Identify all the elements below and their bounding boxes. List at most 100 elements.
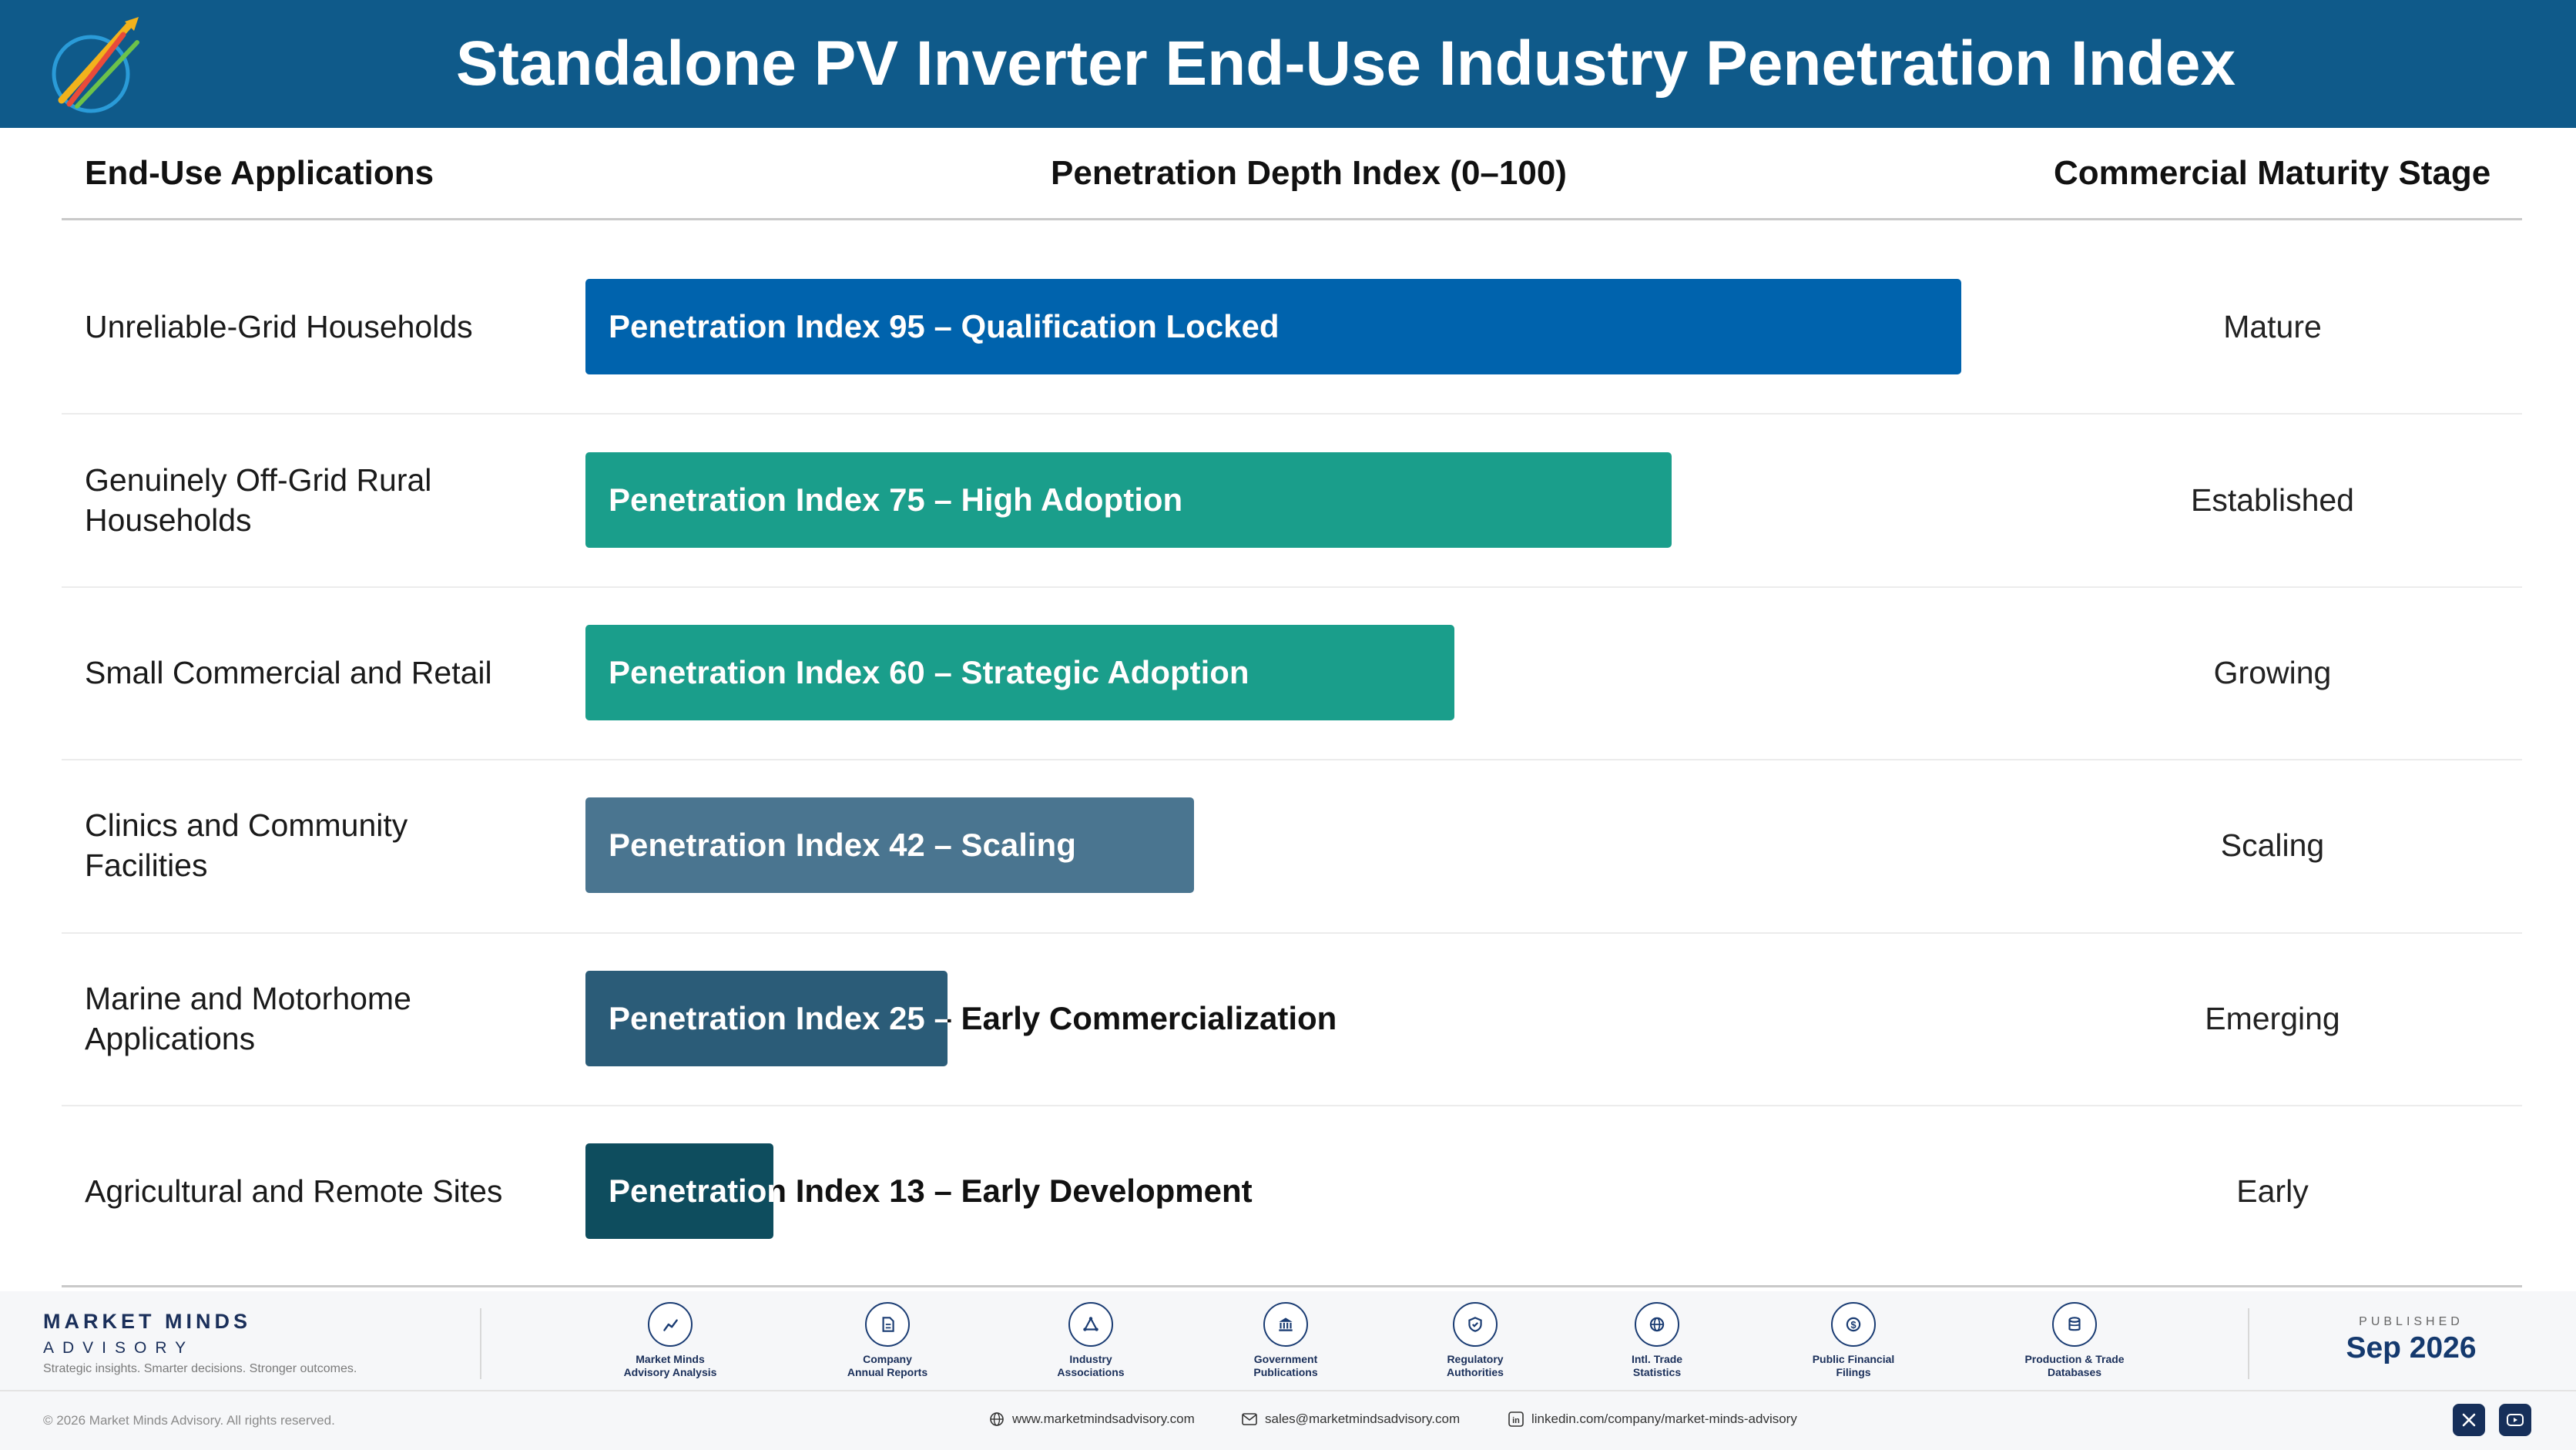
maturity-stage: Emerging — [2205, 1000, 2340, 1036]
row-divider — [62, 413, 2522, 415]
source-label-line1: Industry — [1069, 1353, 1112, 1365]
header-bar: Standalone PV Inverter End-Use Industry … — [0, 0, 2576, 128]
bar-label-clip: Penetration Index 42 – Scaling — [585, 797, 1194, 893]
source-label: Production & Trade Databases — [1997, 1353, 2152, 1379]
header-divider — [62, 218, 2522, 220]
application-label: Small Commercial and Retail — [85, 655, 492, 690]
brand-sub: ADVISORY — [43, 1339, 195, 1357]
maturity-stage: Early — [2236, 1173, 2309, 1210]
source-item: Market Minds Advisory Analysis — [593, 1302, 747, 1379]
maturity-stage: Established — [2191, 482, 2354, 518]
government-building-icon — [1263, 1302, 1308, 1347]
application-label: Unreliable-Grid Households — [85, 309, 473, 345]
penetration-bar — [585, 279, 1961, 375]
row-divider — [62, 1105, 2522, 1106]
row-divider — [62, 586, 2522, 588]
database-icon — [2052, 1302, 2097, 1347]
linkedin-link[interactable]: in linkedin.com/company/market-minds-adv… — [1508, 1411, 1797, 1427]
source-label: Company Annual Reports — [810, 1353, 964, 1379]
footer-divider-right — [2248, 1308, 2249, 1379]
source-label-line2: Associations — [1057, 1366, 1125, 1378]
source-item: Intl. Trade Statistics — [1580, 1302, 1734, 1379]
col-header-index: Penetration Depth Index (0–100) — [1051, 154, 1567, 192]
source-item: Industry Associations — [1014, 1302, 1168, 1379]
application-label: Agricultural and Remote Sites — [85, 1173, 503, 1210]
bar-label-clip: Penetration Index 60 – Strategic Adoptio… — [585, 625, 1454, 720]
source-label: Regulatory Authorities — [1398, 1353, 1552, 1379]
maturity-stage: Mature — [2223, 309, 2322, 345]
source-label-line1: Market Minds — [636, 1353, 705, 1365]
penetration-bar — [585, 970, 948, 1066]
copyright: © 2026 Market Minds Advisory. All rights… — [43, 1413, 335, 1428]
penetration-bar — [585, 1143, 774, 1240]
footer-divider-left — [480, 1308, 481, 1379]
source-label: Market Minds Advisory Analysis — [593, 1353, 747, 1379]
page-title: Standalone PV Inverter End-Use Industry … — [455, 29, 2236, 99]
bar-label-inside: Penetration Index 60 – Strategic Adoptio… — [609, 654, 1249, 690]
bar-label-inside: Penetration Index 75 – High Adoption — [609, 481, 1183, 518]
maturity-stage: Scaling — [2220, 827, 2325, 864]
source-label-line2: Authorities — [1447, 1366, 1504, 1378]
dollar-coin-icon: $ — [1831, 1302, 1876, 1347]
market-minds-logo-icon — [52, 17, 139, 113]
email-text: sales@marketmindsadvisory.com — [1265, 1411, 1461, 1426]
source-label: Government Publications — [1209, 1353, 1363, 1379]
source-item: Government Publications — [1209, 1302, 1363, 1379]
bar-label-inside: Penetration Index 13 – Early Development — [609, 1173, 774, 1210]
bar-label: Penetration Index 13 – Early Development — [609, 1173, 1253, 1210]
bar-label: Penetration Index 95 – Qualification Loc… — [609, 308, 1280, 345]
penetration-bar — [585, 451, 1672, 548]
website-link[interactable]: www.marketmindsadvisory.com — [989, 1411, 1195, 1427]
source-item: $ Public Financial Filings — [1776, 1302, 1930, 1379]
published-date: Sep 2026 — [2346, 1331, 2477, 1364]
x-social-button[interactable] — [2453, 1404, 2485, 1436]
row-divider — [62, 931, 2522, 934]
globe-icon — [990, 1412, 1004, 1426]
document-icon — [865, 1302, 910, 1347]
svg-text:$: $ — [1850, 1319, 1857, 1331]
source-label-line2: Annual Reports — [847, 1366, 928, 1378]
source-label-line2: Filings — [1836, 1366, 1871, 1378]
source-label: Intl. Trade Statistics — [1580, 1353, 1734, 1379]
mail-icon — [1242, 1413, 1257, 1425]
bar-label-clip: Penetration Index 25 – Early Commerciali… — [585, 971, 948, 1066]
source-label-line1: Public Financial — [1812, 1353, 1895, 1365]
source-label: Industry Associations — [1014, 1353, 1168, 1379]
bar-label-clip: Penetration Index 95 – Qualification Loc… — [585, 279, 1961, 374]
brand-name: MARKET MINDS — [43, 1310, 251, 1333]
svg-text:in: in — [1512, 1416, 1520, 1425]
bar-label: Penetration Index 60 – Strategic Adoptio… — [609, 654, 1249, 690]
source-item: Production & Trade Databases — [1997, 1302, 2152, 1379]
trend-chart-icon — [648, 1302, 693, 1347]
penetration-bar — [585, 797, 1194, 894]
bar-label-clip: Penetration Index 75 – High Adoption — [585, 452, 1672, 548]
source-label-line1: Company — [863, 1353, 912, 1365]
application-label: Marine and Motorhome Applications — [85, 980, 411, 1056]
published-label: PUBLISHED — [2359, 1315, 2464, 1328]
bar-label-inside: Penetration Index 25 – Early Commerciali… — [609, 999, 948, 1036]
network-icon — [1068, 1302, 1113, 1347]
source-label-line1: Government — [1253, 1353, 1318, 1365]
website-text: www.marketmindsadvisory.com — [1012, 1411, 1195, 1426]
brand-tagline: Strategic insights. Smarter decisions. S… — [43, 1362, 357, 1375]
source-item: Company Annual Reports — [810, 1302, 964, 1379]
source-item: Regulatory Authorities — [1398, 1302, 1552, 1379]
application-label: Clinics and Community Facilities — [85, 807, 408, 884]
bar-label: Penetration Index 25 – Early Commerciali… — [609, 999, 1337, 1036]
bar-label: Penetration Index 42 – Scaling — [609, 827, 1076, 864]
youtube-social-button[interactable] — [2499, 1404, 2531, 1436]
bar-label-inside: Penetration Index 95 – Qualification Loc… — [609, 308, 1280, 345]
bar-label-inside: Penetration Index 42 – Scaling — [609, 827, 1076, 864]
email-link[interactable]: sales@marketmindsadvisory.com — [1242, 1411, 1460, 1427]
shield-check-icon — [1453, 1302, 1498, 1347]
globe-icon — [1635, 1302, 1679, 1347]
footer-rule — [0, 1390, 2576, 1391]
maturity-stage: Growing — [2213, 655, 2332, 690]
source-label-line2: Publications — [1253, 1366, 1318, 1378]
linkedin-icon: in — [1508, 1411, 1524, 1427]
youtube-icon — [2507, 1414, 2524, 1426]
application-label: Genuinely Off-Grid Rural Households — [85, 462, 432, 538]
col-header-applications: End-Use Applications — [85, 154, 434, 192]
x-icon — [2462, 1413, 2476, 1427]
col-header-stage: Commercial Maturity Stage — [2054, 154, 2491, 192]
